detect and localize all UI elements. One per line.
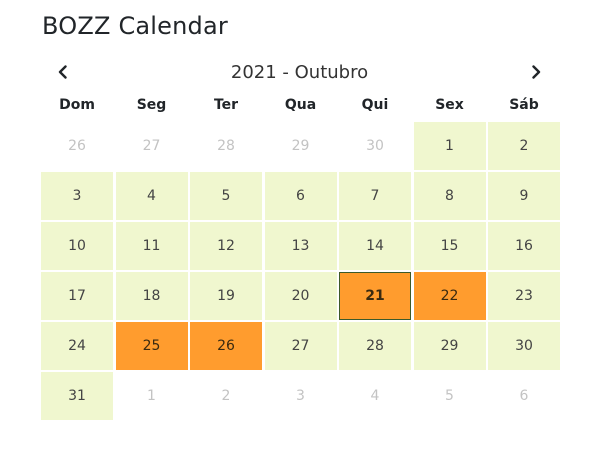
calendar-day[interactable]: 10 (41, 222, 113, 270)
calendar-day[interactable]: 26 (190, 322, 262, 370)
calendar-day[interactable]: 15 (413, 222, 486, 270)
calendar-day[interactable]: 23 (488, 272, 560, 320)
chevron-left-icon (58, 65, 67, 79)
calendar-day[interactable]: 27 (142, 138, 161, 154)
weekday-saturday: Sáb (509, 97, 539, 113)
calendar-day[interactable]: 31 (41, 372, 113, 420)
weekday-friday: Sex (435, 97, 464, 113)
calendar-day-grid: 26 27 28 29 30 1 2 3 4 5 6 7 8 9 10 11 12 13 14 15 16 17 18 19 2… (41, 122, 560, 420)
calendar-day[interactable]: 13 (264, 222, 337, 270)
calendar-day[interactable]: 12 (190, 222, 262, 270)
calendar-day[interactable]: 28 (217, 138, 235, 154)
weekday-thursday: Qui (361, 97, 389, 113)
calendar-day[interactable]: 5 (190, 172, 262, 220)
calendar-day[interactable]: 4 (370, 388, 380, 404)
month-title: 2021 - Outubro (230, 62, 369, 83)
calendar-day[interactable]: 24 (41, 322, 113, 370)
calendar-day[interactable]: 19 (190, 272, 262, 320)
calendar-day[interactable]: 6 (264, 172, 337, 220)
calendar: 2021 - Outubro Dom Seg Ter Qua Qui Sex S… (41, 56, 560, 420)
calendar-day[interactable]: 6 (519, 388, 529, 404)
calendar-day[interactable]: 1 (147, 388, 156, 404)
calendar-day[interactable]: 3 (41, 172, 113, 220)
calendar-day[interactable]: 27 (264, 322, 337, 370)
calendar-day[interactable]: 5 (445, 388, 454, 404)
weekday-tuesday: Ter (213, 97, 239, 113)
calendar-day[interactable]: 18 (115, 272, 188, 320)
calendar-day[interactable]: 4 (115, 172, 188, 220)
calendar-day[interactable]: 11 (115, 222, 188, 270)
calendar-day[interactable]: 29 (291, 138, 310, 154)
weekday-sunday: Dom (59, 97, 95, 113)
weekday-monday: Seg (136, 97, 167, 113)
calendar-day[interactable]: 25 (115, 322, 188, 370)
page-title: BOZZ Calendar (42, 12, 228, 40)
calendar-day[interactable]: 1 (413, 122, 486, 170)
calendar-day[interactable]: 29 (413, 322, 486, 370)
calendar-day[interactable]: 9 (488, 172, 560, 220)
calendar-day[interactable]: 22 (413, 272, 486, 320)
calendar-header: 2021 - Outubro (41, 56, 558, 88)
calendar-day[interactable]: 30 (488, 322, 560, 370)
calendar-day[interactable]: 14 (339, 222, 411, 270)
calendar-day[interactable]: 16 (488, 222, 560, 270)
next-month-button[interactable] (520, 58, 552, 86)
calendar-day[interactable]: 3 (296, 388, 305, 404)
calendar-day[interactable]: 20 (264, 272, 337, 320)
calendar-day[interactable]: 30 (366, 138, 384, 154)
calendar-day[interactable]: 8 (413, 172, 486, 220)
prev-month-button[interactable] (47, 58, 79, 86)
calendar-day[interactable]: 17 (41, 272, 113, 320)
calendar-day[interactable]: 28 (339, 322, 411, 370)
calendar-day[interactable]: 26 (68, 138, 86, 154)
calendar-day[interactable]: 2 (221, 388, 231, 404)
calendar-day[interactable]: 2 (488, 122, 560, 170)
weekday-header-row: Dom Seg Ter Qua Qui Sex Sáb (41, 90, 558, 122)
calendar-day[interactable]: 7 (339, 172, 411, 220)
chevron-right-icon (532, 65, 541, 79)
calendar-day-today[interactable]: 21 (339, 272, 411, 320)
weekday-wednesday: Qua (284, 97, 317, 113)
